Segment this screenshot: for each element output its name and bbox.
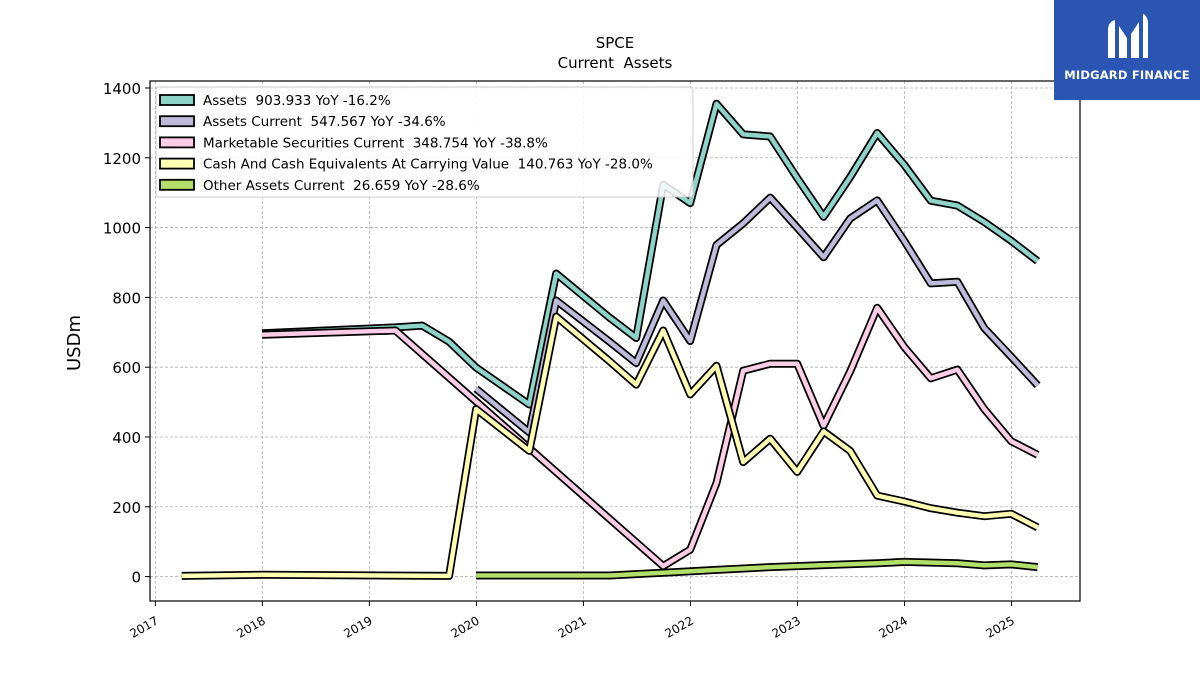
series-line-1 xyxy=(262,101,1039,407)
series-line-4 xyxy=(181,314,1039,579)
series-line-2 xyxy=(474,195,1040,435)
y-tick-label: 0 xyxy=(131,569,141,587)
x-tick-label: 2023 xyxy=(770,613,803,640)
series-line-3 xyxy=(262,305,1039,569)
x-tick-label: 2021 xyxy=(555,613,588,640)
plot-frame xyxy=(149,80,1081,602)
series-lines xyxy=(181,99,1041,580)
x-axis: 2017 2018 2019 2020 2021 2022 2023 2024 2025 xyxy=(127,601,1017,641)
brand-name: MIDGARD FINANCE xyxy=(1064,68,1190,82)
series-line-5 xyxy=(476,559,1038,578)
x-tick-label: 2020 xyxy=(448,613,481,640)
x-tick-label: 2017 xyxy=(127,613,160,640)
x-tick-label: 2022 xyxy=(662,613,695,640)
y-tick-label: 1000 xyxy=(103,220,141,238)
legend-swatch xyxy=(159,178,195,191)
x-tick-label: 2018 xyxy=(234,613,267,640)
legend-swatch xyxy=(159,94,195,106)
y-tick-label: 200 xyxy=(112,499,141,517)
y-axis-label: USDm xyxy=(64,315,85,371)
legend-swatch xyxy=(159,115,195,128)
x-tick-label: 2025 xyxy=(984,613,1017,640)
y-tick-label: 600 xyxy=(112,359,141,377)
chart-title: SPCE xyxy=(596,34,635,52)
y-tick-label: 800 xyxy=(112,289,141,307)
legend-swatch xyxy=(159,136,195,149)
chart-subtitle: Current Assets xyxy=(558,54,673,72)
y-tick-label: 1400 xyxy=(103,80,141,98)
y-tick-label: 1200 xyxy=(103,150,141,168)
legend-swatch xyxy=(159,157,195,170)
legend-label: Other Assets Current 26.659 YoY -28.6% xyxy=(203,178,480,194)
legend-box xyxy=(155,86,694,198)
x-tick-label: 2019 xyxy=(341,613,374,640)
legend-label: Assets 903.933 YoY -16.2% xyxy=(203,93,391,109)
y-tick-label: 400 xyxy=(112,429,141,447)
x-tick-label: 2024 xyxy=(877,613,910,640)
midgard-m-icon xyxy=(1108,14,1148,58)
legend-label: Marketable Securities Current 348.754 Yo… xyxy=(203,135,548,151)
legend-label: Cash And Cash Equivalents At Carrying Va… xyxy=(203,157,653,173)
legend-label: Assets Current 547.567 YoY -34.6% xyxy=(203,114,446,130)
brand-logo: MIDGARD FINANCE xyxy=(1054,0,1200,100)
legend: Assets 903.933 YoY -16.2% Assets Current … xyxy=(155,86,694,198)
y-axis: 0 200 400 600 800 1000 1200 1400 xyxy=(103,80,150,587)
